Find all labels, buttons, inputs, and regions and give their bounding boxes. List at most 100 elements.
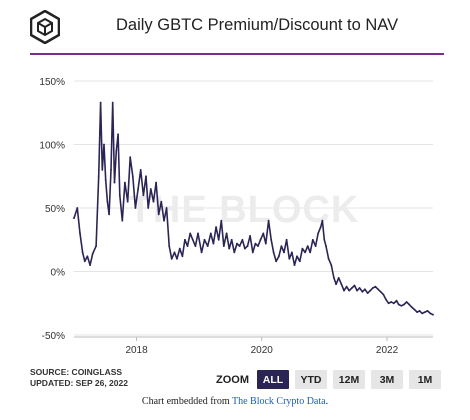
data-point <box>145 175 147 178</box>
data-point <box>186 245 189 248</box>
data-point <box>314 245 317 248</box>
the-block-cube-icon[interactable] <box>30 10 60 44</box>
embed-prefix: Chart embedded from <box>141 396 232 407</box>
data-point <box>110 169 112 171</box>
data-point <box>236 242 238 245</box>
chart-card <box>11 0 447 393</box>
data-point <box>403 303 405 306</box>
data-point <box>432 313 434 316</box>
source-text: SOURCE: COINGLASS <box>30 367 123 377</box>
data-point <box>306 245 309 248</box>
series-line <box>73 101 434 316</box>
data-point <box>197 232 199 235</box>
data-point <box>101 169 104 171</box>
data-point <box>390 301 393 303</box>
data-point <box>95 245 97 248</box>
x-tick-label: 2018 <box>125 345 148 356</box>
data-point <box>408 303 411 306</box>
source-block: SOURCE: COINGLASS UPDATED: SEP 26, 2022 <box>30 367 128 389</box>
data-point <box>364 288 366 291</box>
data-point <box>361 290 364 293</box>
data-point <box>134 207 137 209</box>
data-point <box>413 308 416 311</box>
data-point <box>397 303 400 306</box>
zoom-12m-button[interactable]: 12M <box>333 370 365 389</box>
zoom-controls: ZOOM ALL YTD 12M 3M 1M <box>216 370 441 389</box>
data-point <box>115 149 118 152</box>
data-point <box>418 310 421 312</box>
data-point <box>212 242 215 245</box>
data-point <box>206 245 209 248</box>
data-point <box>385 298 387 301</box>
data-point <box>189 232 192 235</box>
data-point <box>327 257 330 260</box>
data-point <box>118 194 121 197</box>
data-point <box>323 238 326 241</box>
updated-text: UPDATED: SEP 26, 2022 <box>30 378 128 388</box>
data-point <box>203 238 206 241</box>
data-point <box>191 238 194 241</box>
data-point <box>251 251 254 254</box>
data-point <box>200 251 203 254</box>
data-point <box>176 257 178 260</box>
data-point <box>99 101 102 104</box>
data-point <box>228 247 231 250</box>
data-point <box>149 188 152 190</box>
data-point <box>91 252 94 255</box>
data-point <box>73 217 75 220</box>
data-point <box>160 200 163 203</box>
data-point <box>81 251 84 254</box>
data-point <box>170 257 173 260</box>
zoom-3m-button[interactable]: 3M <box>371 370 403 389</box>
data-point <box>173 251 176 254</box>
data-point <box>181 255 184 258</box>
data-point <box>429 312 432 315</box>
data-point <box>393 302 395 305</box>
zoom-all-button[interactable]: ALL <box>257 370 289 389</box>
data-point <box>215 226 218 229</box>
data-point <box>337 277 340 279</box>
data-point <box>325 245 327 248</box>
line-chart: THE BLOCK 150%100%50%0%-50% 2018 2020 2022 <box>39 77 434 356</box>
y-tick-label: 100% <box>39 141 65 152</box>
data-point <box>304 251 306 254</box>
data-point <box>379 290 382 293</box>
data-point <box>283 251 285 254</box>
data-point <box>238 245 241 248</box>
data-point <box>233 251 236 254</box>
data-point <box>395 299 398 302</box>
data-point <box>86 255 89 258</box>
data-point <box>377 288 379 291</box>
data-point <box>220 219 223 222</box>
data-point <box>222 245 225 248</box>
data-point <box>246 245 249 248</box>
data-point <box>126 200 129 203</box>
data-point <box>309 251 312 254</box>
data-point <box>285 238 288 241</box>
data-point <box>298 260 301 263</box>
data-point <box>424 311 426 313</box>
data-point <box>79 232 81 235</box>
data-point <box>405 301 408 303</box>
data-point <box>426 310 429 312</box>
data-point <box>267 219 270 222</box>
data-point <box>330 264 333 266</box>
data-point <box>147 207 150 209</box>
embed-link[interactable]: The Block Crypto Data <box>231 396 326 407</box>
data-point <box>121 219 124 222</box>
data-point <box>335 283 337 286</box>
data-point <box>293 264 296 266</box>
data-point <box>131 175 134 178</box>
data-point <box>111 101 114 104</box>
data-point <box>163 219 165 222</box>
data-point <box>262 232 265 235</box>
zoom-ytd-button[interactable]: YTD <box>295 370 327 389</box>
data-point <box>142 194 145 197</box>
y-tick-label: 50% <box>45 204 65 215</box>
data-point <box>184 238 186 241</box>
data-point <box>106 200 109 203</box>
data-point <box>124 181 126 184</box>
data-point <box>137 188 140 190</box>
data-point <box>97 175 100 178</box>
zoom-1m-button[interactable]: 1M <box>409 370 441 389</box>
